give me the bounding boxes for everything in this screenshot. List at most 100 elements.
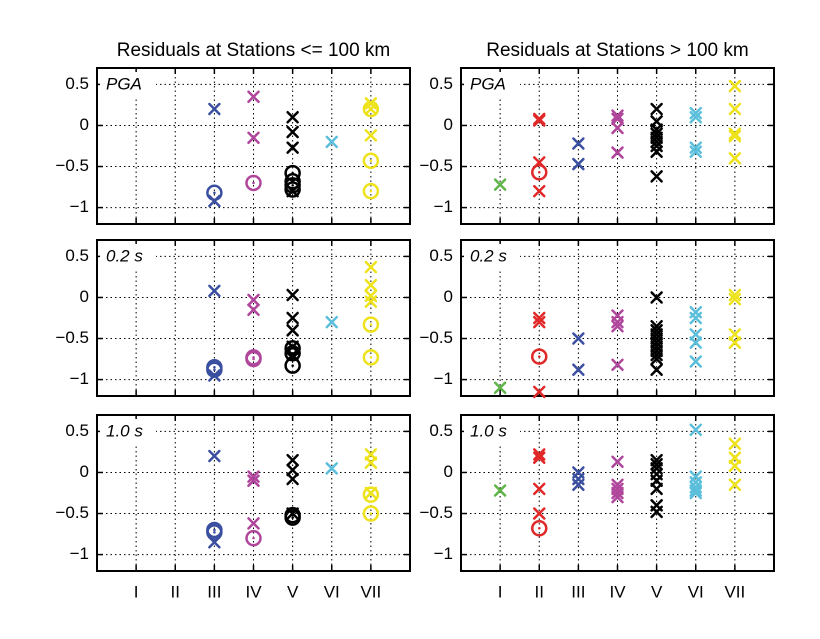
annotation-box [100, 244, 156, 270]
cross-marker [689, 355, 702, 368]
cross-marker [611, 315, 624, 329]
cross-marker [728, 336, 742, 349]
y-tick-label: −0.5 [55, 156, 89, 175]
annotation-box [100, 419, 156, 445]
cross-marker [611, 455, 624, 469]
cross-marker [728, 127, 742, 140]
y-tick-label: 0 [444, 462, 453, 481]
circle-marker [206, 524, 223, 541]
circle-marker [531, 164, 548, 181]
cross-marker [611, 486, 624, 500]
panel-label: 1.0 s [470, 421, 507, 440]
plot-frame [460, 239, 775, 397]
circle-marker [362, 316, 380, 333]
x-tick-label: IV [609, 582, 626, 601]
panel: −1 −0.5 0 0.5 PGA Residuals at Stations <= 10… [55, 40, 411, 225]
panel: −1 −0.5 0 0.5 PGA Residuals at Stations > 100… [419, 40, 775, 225]
cross-marker [286, 453, 299, 467]
cross-marker [650, 363, 663, 376]
cross-marker [572, 478, 585, 492]
plot-frame [96, 239, 411, 397]
x-tick-label: I [134, 582, 139, 601]
panel-label: 0.2 s [106, 246, 143, 265]
circle-marker [362, 152, 380, 170]
y-tick-label: −0.5 [55, 503, 89, 522]
panel: −1 −0.5 0 0.5 0.2 s [419, 239, 775, 399]
cross-marker [533, 311, 546, 325]
annotation-box [100, 72, 156, 98]
y-tick-label: 0 [444, 287, 453, 306]
y-tick-label: 0.5 [65, 421, 89, 440]
y-tick-label: −0.5 [419, 328, 453, 347]
cross-marker [533, 114, 546, 127]
y-tick-label: 0 [444, 115, 453, 134]
panel-title: Residuals at Stations > 100 km [486, 40, 748, 61]
circle-marker [284, 181, 301, 198]
panel-title: Residuals at Stations <= 100 km [117, 40, 391, 61]
cross-marker [493, 381, 507, 395]
cross-marker [728, 152, 742, 165]
annotation-box [464, 244, 520, 270]
y-tick-label: 0 [80, 462, 89, 481]
y-tick-label: −1 [434, 197, 453, 216]
plot-frame [96, 67, 411, 225]
cross-marker [325, 462, 338, 475]
cross-marker [533, 507, 546, 520]
y-tick-label: −1 [434, 544, 453, 563]
cross-marker [689, 145, 702, 158]
cross-marker [650, 135, 663, 149]
cross-marker [286, 324, 299, 337]
plot-frame [96, 414, 411, 572]
cross-marker [650, 458, 663, 471]
y-tick-label: 0.5 [65, 246, 89, 265]
cross-marker [364, 278, 378, 292]
y-tick-label: 0.5 [429, 74, 453, 93]
x-tick-label: IV [245, 582, 262, 601]
cross-marker [728, 79, 742, 93]
cross-marker [728, 288, 742, 302]
circle-marker [206, 361, 223, 378]
cross-marker [728, 129, 742, 143]
x-tick-label: VII [724, 582, 745, 601]
cross-marker [650, 291, 663, 304]
circle-marker [362, 100, 380, 118]
cross-marker [611, 358, 624, 372]
cross-marker [650, 348, 663, 362]
circle-marker [245, 174, 262, 192]
cross-marker [247, 517, 260, 530]
cross-marker [364, 129, 378, 142]
circle-marker [362, 505, 380, 522]
panel-label: PGA [470, 74, 506, 93]
cross-marker [689, 484, 702, 497]
x-tick-label: VI [324, 582, 340, 601]
circle-marker [284, 357, 301, 374]
cross-marker [208, 449, 221, 463]
cross-marker [247, 293, 260, 307]
circle-marker [362, 182, 380, 200]
cross-marker [650, 145, 663, 158]
circle-marker [362, 349, 380, 366]
cross-marker [611, 112, 624, 126]
cross-marker [572, 137, 585, 150]
y-tick-label: −1 [70, 544, 89, 563]
cross-marker [493, 178, 507, 191]
cross-marker [611, 490, 624, 504]
cross-marker [572, 157, 585, 171]
annotation-box [464, 72, 520, 98]
circle-marker [206, 184, 223, 202]
cross-marker [689, 336, 702, 349]
x-tick-label: VI [688, 582, 704, 601]
cross-marker [728, 102, 742, 116]
y-tick-label: 0.5 [429, 421, 453, 440]
cross-marker [286, 111, 299, 124]
x-tick-label: V [651, 582, 663, 601]
circle-marker [284, 509, 301, 526]
cross-marker [286, 288, 299, 302]
plot-frame [460, 67, 775, 225]
annotation-box [464, 419, 520, 445]
y-tick-label: −0.5 [55, 328, 89, 347]
cross-marker [247, 470, 260, 483]
cross-marker [286, 463, 299, 477]
